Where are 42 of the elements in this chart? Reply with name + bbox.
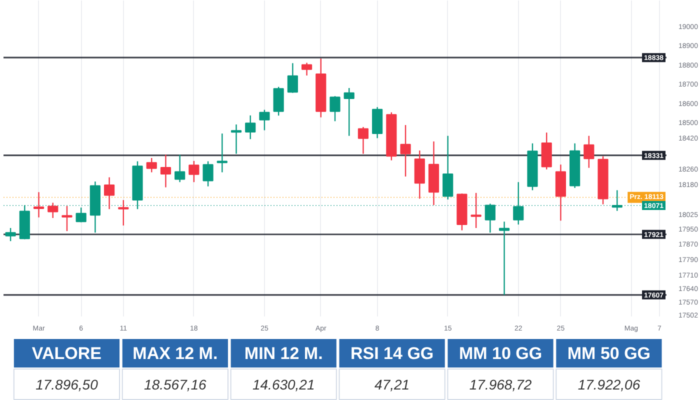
- candlestick: [33, 192, 44, 218]
- candlestick: [245, 114, 256, 140]
- candlestick: [230, 124, 242, 154]
- text: 17.968,72: [469, 376, 532, 392]
- text: 47,21: [374, 376, 410, 392]
- candlestick: [301, 62, 312, 76]
- candlestick: [118, 199, 129, 226]
- candlestick: [76, 206, 86, 223]
- candlestick: [48, 202, 58, 219]
- candlestick: [188, 160, 200, 183]
- candlestick: [400, 124, 411, 178]
- candlestick: [259, 109, 270, 131]
- candlestick: [287, 62, 298, 94]
- candlestick: [62, 205, 72, 232]
- candlestick: [5, 227, 16, 242]
- candlestick: [273, 86, 284, 116]
- candlestick: [470, 192, 482, 229]
- category-label: RSI 14 GG: [350, 344, 434, 363]
- candlestick: [584, 135, 594, 168]
- candlestick: [513, 182, 524, 226]
- candlestick: [442, 135, 454, 200]
- candlestick: [358, 126, 369, 154]
- candlestick: [146, 157, 157, 173]
- category-label: MM 50 GG: [567, 344, 651, 363]
- text: 14.630,21: [252, 376, 315, 392]
- category-label: MAX 12 M.: [132, 344, 218, 363]
- candlestick: [541, 132, 552, 170]
- candlestick: [202, 160, 214, 187]
- category-label: MIN 12 M.: [244, 344, 323, 363]
- candlestick: [344, 87, 354, 136]
- candlestick: [104, 176, 115, 210]
- candlestick: [160, 154, 172, 188]
- candlestick: [612, 190, 622, 212]
- text: 17.896,50: [36, 376, 98, 392]
- candlestick: [484, 203, 496, 234]
- category-label: MM 10 GG: [458, 344, 542, 363]
- text: 17.922,06: [578, 376, 640, 392]
- text: 18.567,16: [144, 376, 207, 392]
- candlestick: [498, 221, 510, 296]
- candlestick: [174, 154, 186, 183]
- category-label: VALORE: [32, 344, 102, 363]
- candlestick: [330, 96, 340, 122]
